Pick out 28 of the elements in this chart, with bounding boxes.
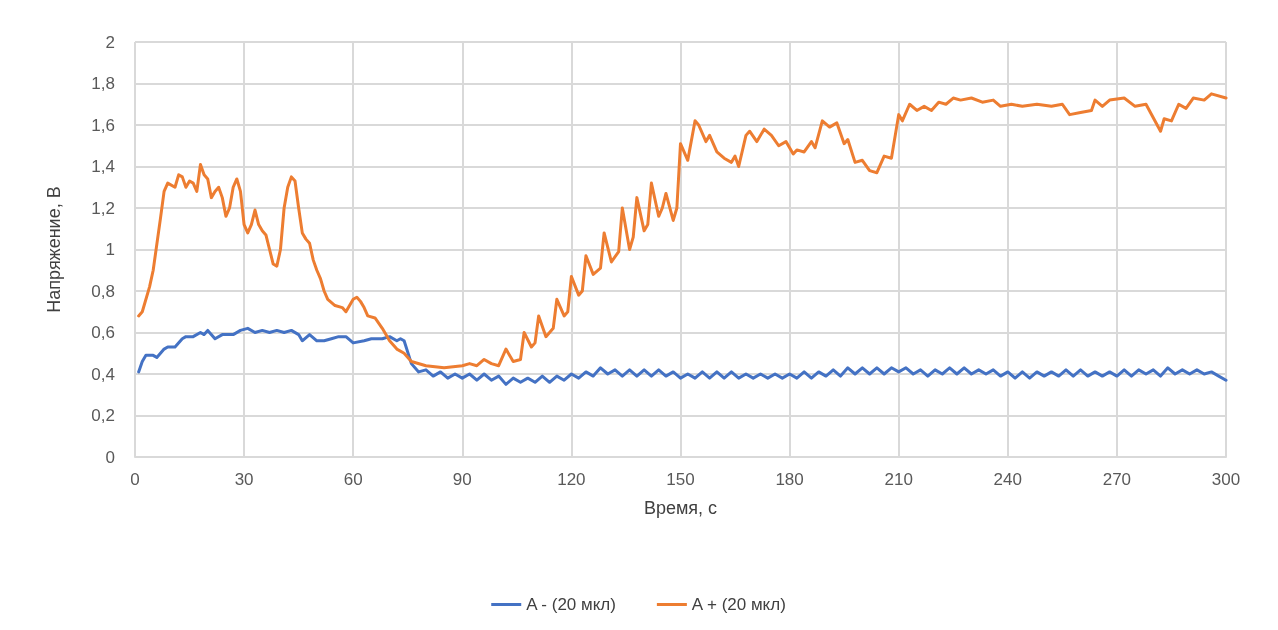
line-series <box>137 92 1228 370</box>
x-tick-label: 270 <box>1102 470 1132 489</box>
legend-label: A + (20 мкл) <box>691 595 786 614</box>
y-tick-label: 0,6 <box>91 323 115 342</box>
x-tick-label: 0 <box>130 470 140 489</box>
x-tick-label: 240 <box>993 470 1022 489</box>
y-tick-label: 1,6 <box>91 115 115 135</box>
x-axis-title: Время, с <box>643 498 718 518</box>
x-tick-label: 90 <box>452 470 472 489</box>
y-tick-label: 0,8 <box>91 281 115 301</box>
x-tick-label: 60 <box>343 470 363 489</box>
y-tick-label: 1 <box>105 240 115 259</box>
y-tick-label: 0,2 <box>91 406 115 425</box>
x-tick-label: 30 <box>234 470 254 489</box>
legend-label: A - (20 мкл) <box>526 595 616 614</box>
x-tick-label: 210 <box>884 470 913 489</box>
y-tick-label: 2 <box>105 32 115 52</box>
y-tick-label: 1,8 <box>91 74 115 93</box>
x-tick-label: 150 <box>666 470 695 489</box>
x-tick-label: 120 <box>557 470 586 489</box>
y-tick-label: 0 <box>105 447 115 467</box>
y-axis-title: Напряжение, В <box>44 186 64 313</box>
x-tick-label: 180 <box>775 470 804 489</box>
line-series <box>137 326 1228 386</box>
y-tick-label: 0,4 <box>91 364 115 384</box>
y-tick-label: 1,2 <box>91 198 115 218</box>
y-tick-label: 1,4 <box>91 157 115 176</box>
x-tick-label: 300 <box>1211 470 1241 489</box>
